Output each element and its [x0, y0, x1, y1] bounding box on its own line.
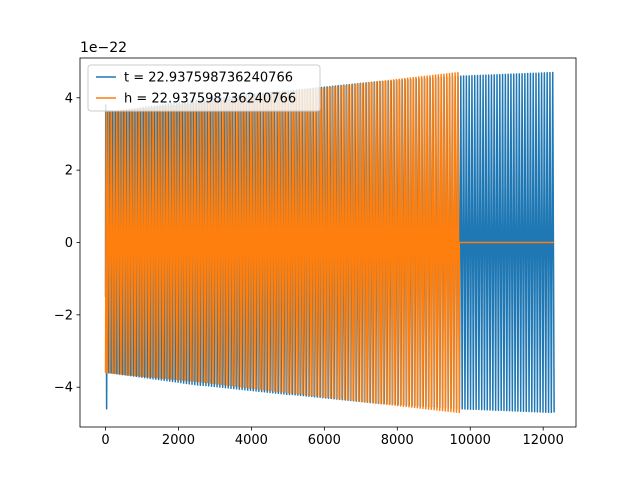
- legend-box: [87, 64, 321, 112]
- series-line-t: [104, 71, 555, 414]
- x-tick-label: 2000: [162, 433, 195, 448]
- x-tick-label: 12000: [522, 433, 563, 448]
- series-line-h: [104, 71, 555, 414]
- x-tick-label: 4000: [235, 433, 268, 448]
- x-tick-label: 10000: [450, 433, 491, 448]
- legend-label: h = 22.937598736240766: [124, 92, 296, 107]
- y-tick-label: −4: [54, 381, 73, 396]
- series-layer: [104, 71, 555, 414]
- x-tick-label: 0: [101, 433, 109, 448]
- legend-label: t = 22.937598736240766: [124, 71, 293, 86]
- y-tick-label: −2: [54, 308, 73, 323]
- x-tick-label: 6000: [308, 433, 341, 448]
- legend: t = 22.937598736240766 h = 22.93759873624…: [87, 64, 321, 112]
- y-tick-label: 4: [65, 91, 73, 106]
- y-tick-label: 2: [65, 164, 73, 179]
- y-tick-label: 0: [65, 236, 73, 251]
- y-axis-offset-label: 1e−22: [80, 40, 127, 56]
- axes-layer: 0 2000 4000 6000 8000 10000 12000 −4 −2 0 2 4: [54, 57, 577, 448]
- x-tick-label: 8000: [381, 433, 414, 448]
